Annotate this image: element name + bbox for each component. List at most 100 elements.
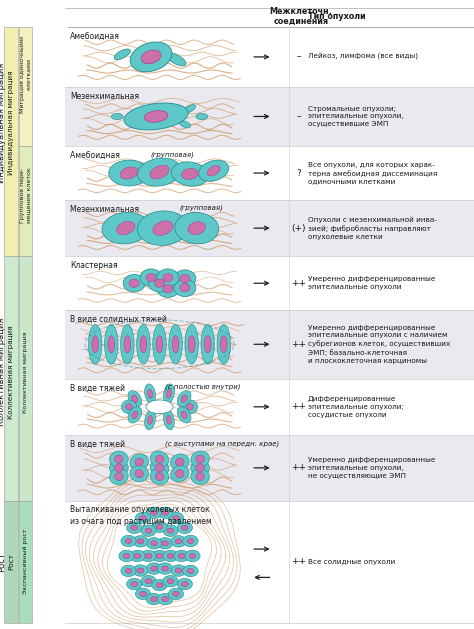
Ellipse shape (155, 464, 164, 472)
Text: В виде солидных тяжей: В виде солидных тяжей (70, 315, 167, 324)
Ellipse shape (152, 521, 167, 533)
Ellipse shape (125, 569, 132, 574)
Ellipse shape (167, 554, 174, 559)
Polygon shape (19, 147, 32, 257)
Text: Индивидуальная миграция: Индивидуальная миграция (8, 70, 14, 175)
Ellipse shape (146, 593, 161, 605)
Text: Все солидные опухоли: Все солидные опухоли (308, 559, 395, 565)
Ellipse shape (148, 274, 171, 292)
Text: Опухоли с мезенхимальной инва-
зией; фибробласты направляют
опухолевые клетки: Опухоли с мезенхимальной инва- зией; фиб… (308, 216, 437, 240)
Ellipse shape (158, 593, 173, 605)
Ellipse shape (140, 269, 162, 286)
Ellipse shape (181, 395, 187, 403)
Ellipse shape (177, 407, 191, 423)
Ellipse shape (119, 550, 134, 562)
Ellipse shape (150, 596, 157, 601)
Text: ?: ? (296, 169, 301, 177)
Polygon shape (4, 27, 18, 257)
Ellipse shape (164, 410, 174, 430)
Ellipse shape (109, 460, 128, 476)
Ellipse shape (163, 550, 178, 562)
Ellipse shape (187, 404, 193, 410)
Ellipse shape (171, 454, 189, 470)
Ellipse shape (189, 554, 196, 559)
Ellipse shape (130, 465, 148, 482)
Text: ++: ++ (291, 340, 306, 348)
Ellipse shape (163, 525, 178, 537)
Ellipse shape (127, 522, 142, 533)
Text: (групповая): (групповая) (150, 152, 194, 158)
Ellipse shape (128, 391, 142, 407)
Text: ++: ++ (291, 557, 306, 566)
Ellipse shape (140, 336, 147, 353)
Ellipse shape (187, 538, 194, 543)
Text: –: – (296, 52, 301, 62)
Ellipse shape (141, 550, 156, 562)
Ellipse shape (130, 42, 172, 72)
Ellipse shape (137, 568, 144, 573)
Ellipse shape (156, 554, 163, 559)
Ellipse shape (134, 554, 141, 559)
Text: Межклеточн.
соединения: Межклеточн. соединения (270, 7, 332, 26)
Ellipse shape (150, 451, 169, 467)
Ellipse shape (147, 389, 153, 398)
Ellipse shape (184, 104, 196, 113)
Ellipse shape (152, 579, 167, 591)
Ellipse shape (155, 455, 164, 463)
Ellipse shape (169, 325, 182, 364)
Text: (с полостью внутри): (с полостью внутри) (165, 384, 240, 390)
Ellipse shape (180, 274, 190, 283)
Ellipse shape (207, 165, 220, 176)
Text: Мезенхимальная: Мезенхимальная (70, 92, 139, 101)
Ellipse shape (171, 465, 189, 482)
Ellipse shape (144, 111, 168, 122)
Ellipse shape (120, 325, 134, 364)
Ellipse shape (174, 270, 196, 287)
Ellipse shape (121, 535, 136, 547)
Text: Кластерная: Кластерная (70, 262, 118, 270)
Text: Умеренно дифференцированные
эпителиальные опухоли: Умеренно дифференцированные эпителиальны… (308, 276, 436, 290)
Ellipse shape (102, 213, 149, 244)
Ellipse shape (89, 325, 102, 364)
Ellipse shape (147, 416, 153, 424)
Ellipse shape (175, 568, 182, 573)
Text: из очага под растущим давлением: из очага под растущим давлением (70, 517, 212, 526)
Ellipse shape (104, 325, 118, 364)
Ellipse shape (155, 279, 164, 287)
Ellipse shape (141, 576, 156, 587)
Polygon shape (19, 27, 32, 147)
Ellipse shape (125, 538, 132, 543)
Ellipse shape (132, 411, 138, 418)
Ellipse shape (199, 160, 229, 181)
Ellipse shape (152, 550, 167, 562)
Text: Рост: Рост (8, 553, 14, 570)
Ellipse shape (155, 472, 164, 481)
Ellipse shape (168, 512, 183, 524)
Text: Выталкивание опухолевых клеток: Выталкивание опухолевых клеток (70, 505, 210, 514)
Ellipse shape (145, 384, 155, 404)
Ellipse shape (185, 325, 199, 364)
Text: Коллективная миграция: Коллективная миграция (8, 325, 14, 419)
Ellipse shape (173, 591, 179, 596)
Ellipse shape (129, 279, 139, 287)
Polygon shape (4, 257, 18, 501)
Ellipse shape (135, 458, 144, 466)
Ellipse shape (191, 469, 210, 485)
Ellipse shape (181, 411, 187, 418)
Ellipse shape (185, 550, 200, 562)
Ellipse shape (187, 569, 194, 574)
Ellipse shape (201, 325, 215, 364)
Ellipse shape (145, 410, 155, 430)
Text: –: – (296, 112, 301, 121)
Text: Миграция одиночными
клетками: Миграция одиночными клетками (20, 36, 31, 113)
Ellipse shape (172, 336, 179, 353)
Ellipse shape (130, 550, 145, 562)
Ellipse shape (115, 464, 123, 472)
Ellipse shape (157, 563, 173, 574)
Ellipse shape (150, 469, 169, 485)
Ellipse shape (168, 588, 183, 599)
Ellipse shape (133, 565, 148, 576)
Ellipse shape (171, 565, 186, 576)
Text: Умеренно дифференцированные
эпителиальные опухоли,
не осуществляющие ЭМП: Умеренно дифференцированные эпителиальны… (308, 457, 436, 479)
Ellipse shape (151, 566, 157, 571)
